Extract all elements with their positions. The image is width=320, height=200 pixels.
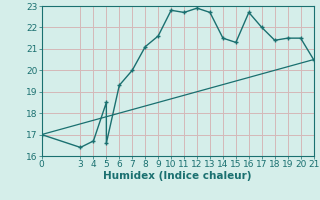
X-axis label: Humidex (Indice chaleur): Humidex (Indice chaleur)	[103, 171, 252, 181]
